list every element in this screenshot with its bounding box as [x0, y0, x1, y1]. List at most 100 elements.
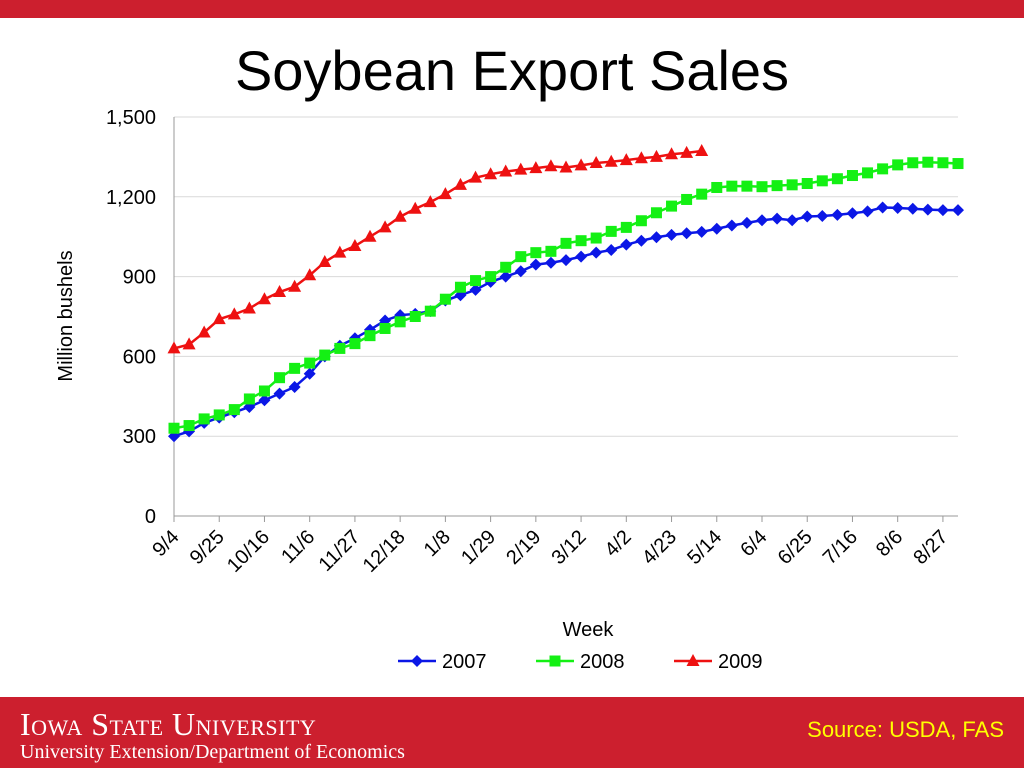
top-accent-bar [0, 0, 1024, 18]
data-point [740, 216, 753, 229]
data-point [861, 205, 874, 218]
x-tick-label: 8/6 [872, 526, 907, 561]
x-tick-label: 8/27 [909, 526, 952, 569]
data-point [907, 157, 919, 169]
data-point [499, 164, 513, 177]
data-point [846, 207, 859, 220]
data-point [348, 239, 362, 252]
x-tick-label: 4/23 [638, 526, 681, 569]
data-point [334, 342, 346, 354]
x-tick-label: 5/14 [683, 526, 726, 569]
data-point [906, 202, 919, 215]
x-tick-label: 1/29 [457, 526, 500, 569]
data-point [438, 187, 452, 200]
data-point [877, 163, 889, 175]
data-point [801, 178, 813, 189]
x-tick-label: 12/18 [359, 526, 410, 577]
data-point [937, 157, 949, 169]
data-point [590, 232, 602, 244]
data-point [454, 281, 466, 293]
data-point [634, 151, 648, 164]
series-2009 [167, 144, 709, 354]
data-point [681, 193, 693, 205]
data-point [620, 221, 632, 233]
data-point [182, 337, 196, 350]
data-point [393, 209, 407, 222]
data-point [726, 180, 738, 192]
x-tick-label: 3/12 [548, 526, 591, 569]
y-tick-label: 1,200 [106, 187, 156, 209]
data-point [469, 283, 482, 296]
data-point [696, 188, 708, 200]
data-point [831, 173, 843, 185]
data-point [876, 201, 889, 214]
x-tick-label: 7/16 [819, 526, 862, 569]
data-point [816, 175, 828, 187]
data-point [590, 246, 603, 259]
data-point [228, 404, 240, 416]
data-point [680, 145, 694, 158]
legend-label: 2007 [442, 651, 487, 673]
data-point [303, 268, 317, 281]
data-point [530, 247, 542, 259]
data-point [304, 357, 316, 369]
data-point [816, 209, 829, 222]
y-tick-label: 0 [145, 506, 156, 528]
series-layer [167, 144, 964, 443]
data-point [258, 385, 270, 397]
data-point [952, 204, 964, 217]
y-tick-label: 900 [123, 267, 156, 289]
y-axis-label: Million bushels [55, 250, 77, 381]
data-point [197, 325, 211, 338]
footer-bar [0, 697, 1024, 768]
data-point [439, 293, 451, 305]
data-point [711, 181, 723, 193]
data-point [364, 330, 376, 342]
legend: 2007 2008 2009 [398, 651, 763, 673]
data-point [378, 220, 392, 233]
data-point [363, 229, 377, 242]
data-point [198, 413, 210, 425]
x-tick-label: 6/4 [736, 526, 771, 561]
data-point [529, 161, 543, 174]
data-point [619, 153, 633, 166]
data-point [318, 254, 332, 267]
data-point [831, 208, 844, 221]
data-point [183, 420, 195, 432]
data-point [453, 177, 467, 190]
data-point [756, 181, 768, 193]
department-name: University Extension/Department of Econo… [20, 741, 405, 763]
data-point [892, 159, 904, 171]
data-point [273, 387, 286, 400]
data-point [771, 180, 783, 192]
series-2008 [168, 156, 964, 434]
data-point [620, 238, 633, 251]
data-point [258, 394, 271, 407]
data-point [921, 203, 934, 216]
data-point [470, 275, 482, 287]
data-point [167, 341, 181, 354]
data-point [545, 245, 557, 257]
data-point [725, 219, 738, 232]
x-tick-label: 9/4 [148, 526, 183, 561]
data-point [469, 170, 483, 183]
data-point [605, 225, 617, 237]
data-point [635, 234, 648, 247]
data-point [408, 201, 422, 214]
data-point [529, 258, 542, 271]
data-point [575, 235, 587, 247]
data-point [424, 305, 436, 317]
data-point [544, 159, 558, 172]
x-tick-label: 11/6 [277, 526, 319, 568]
x-tick-label: 10/16 [223, 526, 274, 577]
data-point [650, 207, 662, 219]
data-point [257, 292, 271, 305]
data-point [242, 301, 256, 314]
legend-marker [686, 654, 700, 666]
data-point [605, 244, 618, 256]
data-point [500, 261, 512, 273]
data-point [922, 156, 934, 168]
x-tick-label: 4/2 [601, 526, 636, 561]
